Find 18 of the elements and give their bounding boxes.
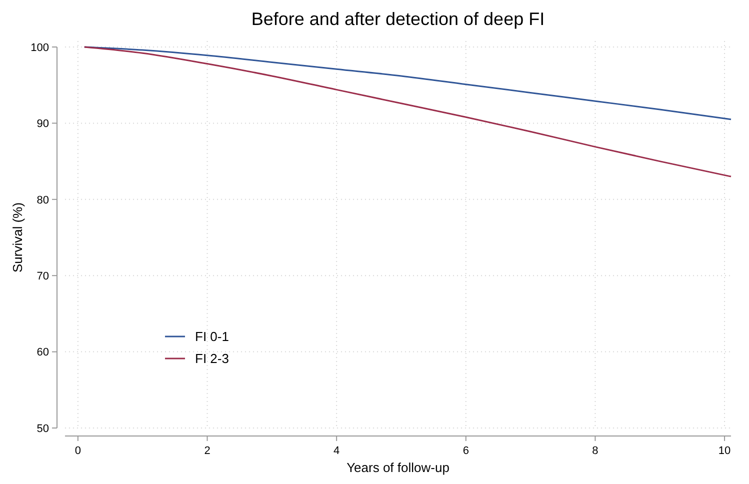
line-series	[84, 46, 732, 178]
x-tick-label: 8	[592, 445, 598, 457]
y-tick-label: 90	[36, 118, 49, 130]
chart-title: Before and after detection of deep FI	[251, 9, 545, 29]
x-tick-label: 10	[718, 445, 731, 457]
y-axis-title: Survival (%)	[10, 202, 25, 273]
y-tick-label: 50	[36, 422, 49, 435]
x-axis-title: Years of follow-up	[346, 460, 450, 475]
y-tick-label: 70	[36, 270, 49, 282]
x-tick-label: 0	[74, 445, 81, 457]
y-tick-label: 100	[30, 42, 49, 54]
y-tick-label: 60	[36, 346, 49, 359]
legend-label: FI 0-1	[195, 329, 229, 344]
legend-label: FI 2-3	[195, 351, 229, 366]
x-tick-label: 6	[462, 445, 469, 457]
x-tick-label: 2	[204, 445, 210, 457]
y-tick-label: 80	[36, 194, 49, 206]
x-tick-label: 4	[334, 445, 340, 457]
